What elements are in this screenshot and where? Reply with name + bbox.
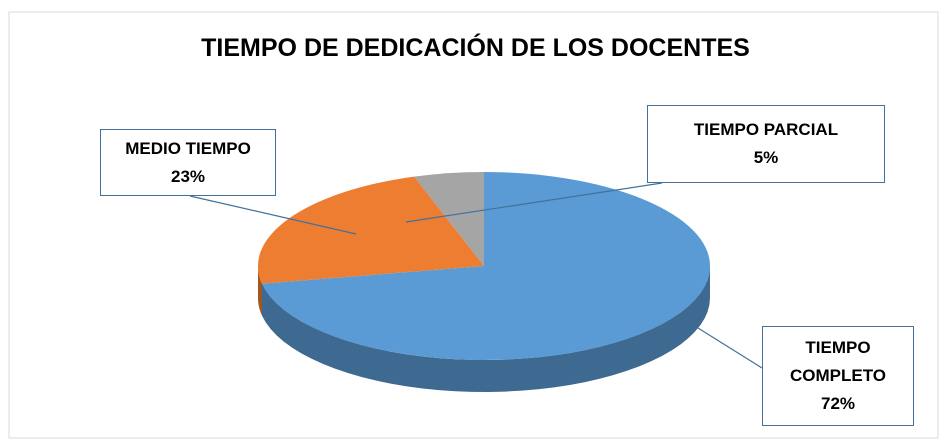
- data-label: TIEMPO COMPLETO 72%: [762, 326, 914, 426]
- leader-line: [697, 327, 763, 369]
- leader-line: [189, 195, 357, 235]
- label-name: TIEMPO COMPLETO: [789, 338, 887, 385]
- label-value: 72%: [820, 394, 856, 413]
- slice: [258, 176, 484, 284]
- label-name: MEDIO TIEMPO: [125, 138, 251, 158]
- slice-side: [258, 266, 263, 316]
- slice: [262, 171, 711, 360]
- label-value: 5%: [753, 148, 779, 167]
- data-label: TIEMPO PARCIAL 5%: [647, 105, 885, 183]
- label-name: TIEMPO PARCIAL: [693, 120, 839, 139]
- chart-title: TIEMPO DE DEDICACIÓN DE LOS DOCENTES: [201, 34, 750, 62]
- label-value: 23%: [170, 166, 206, 186]
- slice: [414, 172, 484, 266]
- leader-line: [405, 182, 663, 223]
- data-label: MEDIO TIEMPO 23%: [100, 129, 276, 196]
- slice-side: [262, 266, 710, 392]
